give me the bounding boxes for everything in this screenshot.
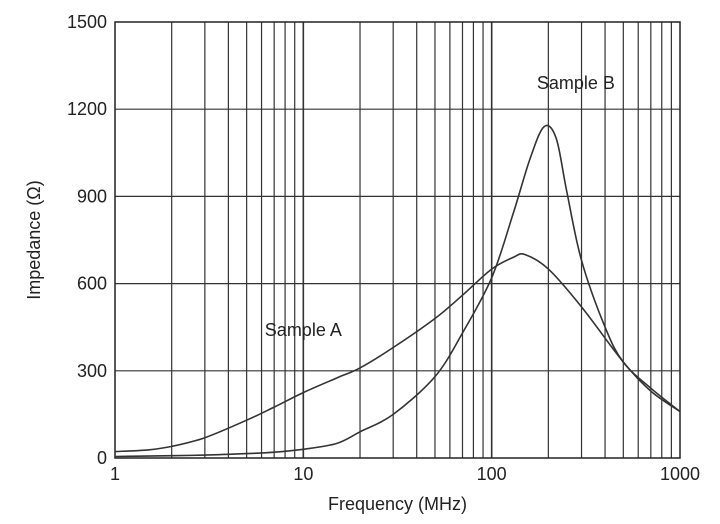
y-tick-label: 900 <box>77 186 107 206</box>
series-line-sample-b <box>114 124 681 458</box>
y-tick-label: 1500 <box>67 12 107 32</box>
y-tick-label: 0 <box>97 448 107 468</box>
y-axis-label: Impedance (Ω) <box>24 180 44 300</box>
x-axis-label: Frequency (MHz) <box>328 494 467 514</box>
grid <box>115 22 680 458</box>
y-tick-labels: 0 300 600 900 1200 1500 <box>67 12 107 468</box>
x-tick-label: 1000 <box>660 464 700 484</box>
series-line-sample-a <box>114 253 681 453</box>
y-tick-label: 1200 <box>67 99 107 119</box>
x-tick-label: 1 <box>110 464 120 484</box>
x-tick-label: 10 <box>293 464 313 484</box>
x-tick-label: 100 <box>477 464 507 484</box>
annotations: Sample B Sample A <box>265 73 615 340</box>
y-tick-label: 300 <box>77 361 107 381</box>
series-group <box>114 124 681 458</box>
annotation-sample-b: Sample B <box>537 73 615 93</box>
x-tick-labels: 1 10 100 1000 <box>110 464 700 484</box>
plot-frame <box>114 21 681 459</box>
annotation-sample-a: Sample A <box>265 320 342 340</box>
y-tick-label: 600 <box>77 274 107 294</box>
